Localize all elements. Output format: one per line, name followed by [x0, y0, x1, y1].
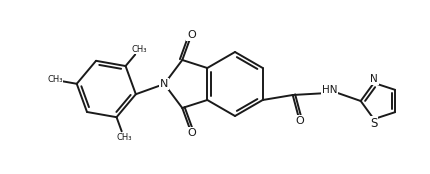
- Text: HN: HN: [322, 85, 338, 95]
- Text: CH₃: CH₃: [132, 45, 147, 54]
- Text: N: N: [160, 79, 169, 89]
- Text: N: N: [370, 74, 378, 84]
- Text: S: S: [370, 117, 378, 130]
- Text: O: O: [187, 128, 196, 138]
- Text: CH₃: CH₃: [117, 133, 132, 142]
- Text: O: O: [295, 116, 304, 126]
- Text: CH₃: CH₃: [47, 76, 63, 84]
- Text: O: O: [187, 30, 196, 40]
